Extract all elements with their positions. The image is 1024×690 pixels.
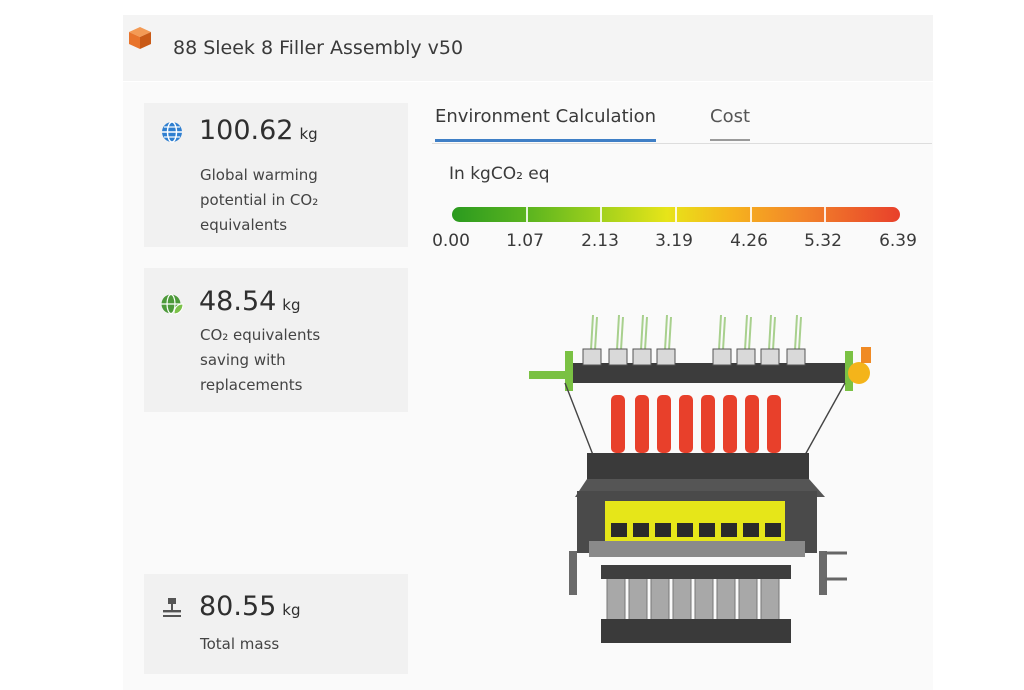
tab-cost[interactable]: Cost (710, 106, 751, 141)
co2-saving-unit: kg (282, 296, 301, 314)
nozzle-group (590, 314, 802, 351)
co2-saving-desc-line-3: replacements (200, 376, 303, 394)
assembly-header: 88 Sleek 8 Filler Assembly v50 (123, 15, 933, 81)
scale-tick-label: 5.32 (804, 231, 842, 251)
scale-tick-label: 4.26 (730, 231, 768, 251)
tab-bar: Environment Calculation Cost (432, 98, 932, 144)
scale-divider (750, 207, 752, 222)
co2-saving-desc-line-1: CO₂ equivalents (200, 326, 321, 344)
assembly-3d-model[interactable] (525, 305, 885, 650)
gwp-description: Global warming potential in CO₂ equivale… (200, 163, 318, 238)
scale-icon (163, 598, 181, 617)
eco-globe-leaf-icon (161, 293, 184, 315)
cube-icon (129, 27, 151, 49)
gwp-desc-line-1: Global warming (200, 166, 318, 184)
scale-divider (675, 207, 677, 222)
gwp-value: 100.62 kg (199, 115, 318, 146)
scale-tick-label: 2.13 (581, 231, 619, 251)
color-scale-bar (452, 207, 900, 222)
total-mass-desc-line-1: Total mass (200, 635, 280, 653)
scale-tick-label: 1.07 (506, 231, 544, 251)
scale-tick-label: 3.19 (655, 231, 693, 251)
metric-card-co2-saving: 48.54 kg CO₂ equivalents saving with repl… (144, 268, 408, 412)
assembly-title: 88 Sleek 8 Filler Assembly v50 (173, 37, 464, 59)
total-mass-unit: kg (282, 601, 301, 619)
gwp-desc-line-3: equivalents (200, 216, 288, 234)
legend-unit-label: In kgCO₂ eq (449, 164, 550, 184)
filler-tubes (611, 395, 781, 453)
metric-card-total-mass: 80.55 kg Total mass (144, 574, 408, 674)
total-mass-description: Total mass (200, 632, 279, 657)
gwp-desc-line-2: potential in CO₂ (200, 191, 319, 209)
co2-saving-value: 48.54 kg (199, 286, 301, 317)
scale-tick-label: 6.39 (879, 231, 917, 251)
co2-saving-description: CO₂ equivalents saving with replacements (200, 323, 320, 398)
metric-card-gwp: 100.62 kg Global warming potential in CO₂… (144, 103, 408, 247)
tab-environment-calculation[interactable]: Environment Calculation (435, 106, 657, 142)
total-mass-value: 80.55 kg (199, 591, 301, 622)
gwp-unit: kg (299, 125, 318, 143)
tab-bar-divider (432, 143, 932, 144)
globe-icon (162, 121, 182, 143)
scale-divider (526, 207, 528, 222)
co2-saving-desc-line-2: saving with (200, 351, 286, 369)
color-scale-labels: 0.00 1.07 2.13 3.19 4.26 5.32 6.39 (424, 231, 934, 253)
scale-tick-label: 0.00 (432, 231, 470, 251)
scale-divider (824, 207, 826, 222)
scale-divider (600, 207, 602, 222)
